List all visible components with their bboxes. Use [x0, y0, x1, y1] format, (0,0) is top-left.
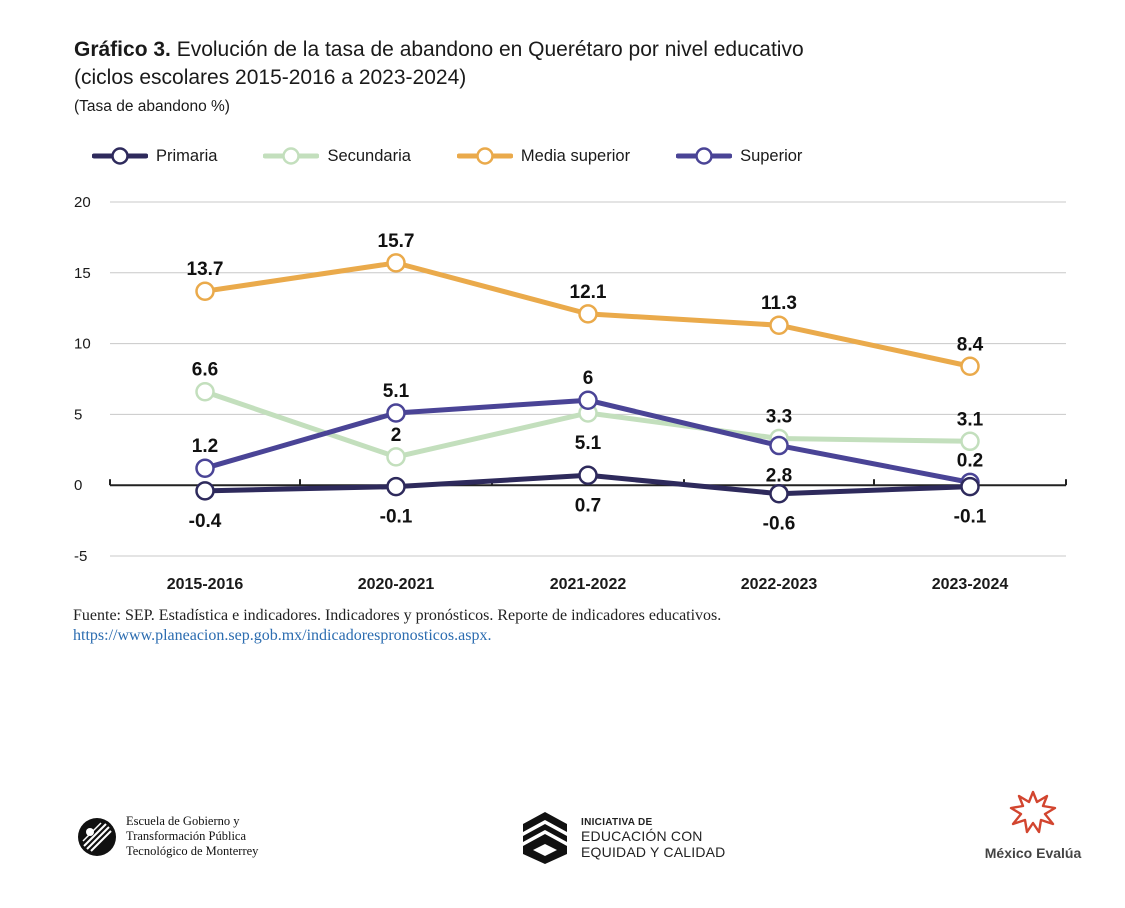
y-tick-label-15: 15 [74, 265, 91, 282]
point-primaria-0 [195, 481, 215, 501]
source-note: Fuente: SEP. Estadística e indicadores. … [73, 606, 721, 646]
legend-item-secundaria: Secundaria [263, 146, 411, 166]
iniciativa-small: INICIATIVA DE [581, 816, 653, 828]
point-secundaria-1 [386, 447, 406, 467]
chart-subtitle: (ciclos escolares 2015-2016 a 2023-2024) [74, 66, 467, 89]
legend-swatch-superior [676, 147, 733, 165]
escuela-gobierno-logo: Escuela de Gobierno y Transformación Púb… [76, 814, 258, 859]
data-label-superior-3: 2.8 [766, 466, 792, 487]
point-primaria-1 [386, 476, 406, 497]
legend-swatch-secundaria [263, 147, 320, 165]
iniciativa-emblem-icon [523, 812, 567, 864]
data-label-superior-4: 0.2 [957, 450, 983, 471]
y-tick-label-10: 10 [74, 336, 91, 353]
point-superior-1 [386, 403, 406, 423]
point-media_superior-0 [195, 281, 215, 301]
y-tick-label-5: 5 [74, 406, 82, 423]
legend-label-primaria: Primaria [156, 146, 218, 165]
data-label-superior-0: 1.2 [192, 436, 218, 457]
point-media_superior-2 [578, 304, 598, 324]
data-label-primaria-4: -0.1 [954, 507, 987, 528]
legend-item-superior: Superior [676, 146, 802, 166]
escuela-emblem-icon [78, 817, 116, 856]
legend-label-media_superior: Media superior [520, 146, 631, 165]
data-label-media_superior-0: 13.7 [187, 259, 224, 280]
x-tick-label-2015-2016: 2015-2016 [167, 576, 244, 593]
line-chart: 20 15 10 5 0 -5 2015-2016 2020-2021 2021-2022 202… [74, 194, 1067, 593]
legend: Primaria Secundaria Media superior Superior [92, 144, 848, 168]
data-label-media_superior-3: 11.3 [761, 293, 797, 314]
iniciativa-logo: INICIATIVA DE EDUCACIÓN CON EQUIDAD Y CA… [519, 810, 725, 866]
data-label-media_superior-4: 8.4 [957, 334, 984, 355]
escuela-line3: Tecnológico de Monterrey [126, 844, 259, 858]
chart-title: Gráfico 3. Evolución de la tasa de aband… [74, 36, 804, 92]
data-label-secundaria-2: 5.1 [575, 433, 602, 454]
data-label-secundaria-0: 6.6 [192, 360, 218, 381]
data-label-superior-1: 5.1 [383, 381, 410, 402]
legend-label-superior: Superior [740, 146, 803, 165]
mexico-evalua-text: México Evalúa [984, 845, 1082, 861]
units-label: (Tasa de abandono %) [74, 98, 230, 115]
iniciativa-line2: EQUIDAD Y CALIDAD [581, 843, 726, 860]
mexico-evalua-star-icon [1009, 790, 1057, 834]
source-link[interactable]: https://www.planeacion.sep.gob.mx/indica… [73, 627, 492, 644]
point-primaria-3 [769, 483, 789, 504]
data-label-primaria-0: -0.4 [189, 511, 222, 532]
x-tick-label-2022-2023: 2022-2023 [741, 576, 818, 593]
source-text: Fuente: SEP. Estadística e indicadores. … [73, 607, 722, 624]
legend-item-primaria: Primaria [92, 146, 217, 166]
mexico-evalua-logo: México Evalúa [975, 790, 1091, 861]
y-tick-label-0: 0 [74, 477, 82, 494]
iniciativa-line1: EDUCACIÓN CON [581, 827, 703, 844]
legend-swatch-primaria [92, 147, 148, 165]
legend-item-media_superior: Media superior [456, 146, 631, 166]
x-tick-label-2020-2021: 2020-2021 [358, 576, 435, 593]
point-superior-2 [578, 390, 598, 410]
point-primaria-2 [578, 465, 598, 486]
escuela-line1: Escuela de Gobierno y [126, 814, 240, 828]
point-media_superior-1 [386, 253, 406, 273]
point-secundaria-4 [960, 431, 980, 452]
data-label-primaria-1: -0.1 [380, 507, 413, 528]
x-tick-label-2023-2024: 2023-2024 [932, 576, 1009, 593]
legend-label-secundaria: Secundaria [327, 146, 411, 165]
data-label-primaria-2: 0.7 [575, 495, 601, 516]
data-label-secundaria-1: 2 [391, 425, 402, 446]
data-label-media_superior-2: 12.1 [570, 282, 607, 303]
data-label-superior-2: 6 [583, 368, 594, 389]
legend-swatch-media_superior [456, 147, 513, 165]
data-label-secundaria-3: 3.3 [766, 406, 792, 427]
x-tick-label-2021-2022: 2021-2022 [550, 576, 627, 593]
data-label-secundaria-4: 3.1 [957, 409, 984, 430]
escuela-line2: Transformación Pública [126, 829, 247, 843]
data-label-primaria-3: -0.6 [763, 514, 796, 535]
point-media_superior-4 [960, 356, 980, 377]
data-label-media_superior-1: 15.7 [378, 231, 415, 252]
y-tick-label-20: 20 [74, 194, 91, 211]
chart-title-bold: Gráfico 3. [74, 38, 171, 61]
point-secundaria-0 [195, 381, 215, 402]
point-media_superior-3 [769, 315, 789, 335]
point-primaria-4 [960, 476, 980, 497]
chart-title-text: Evolución de la tasa de abandono en Quer… [170, 38, 804, 61]
point-superior-0 [195, 458, 215, 478]
y-tick-label--5: -5 [74, 548, 87, 565]
point-superior-3 [769, 435, 789, 456]
